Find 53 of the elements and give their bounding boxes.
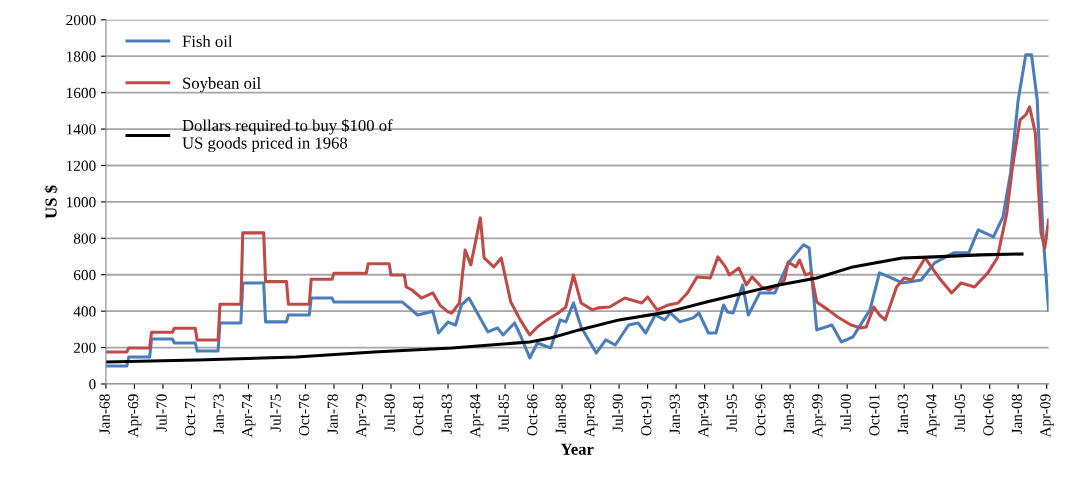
legend-label: Dollars required to buy $100 of US goods priced in 1968	[182, 118, 393, 153]
x-tick-label: Oct-86	[527, 394, 538, 436]
y-tick-label: 1600	[67, 87, 96, 99]
x-tick-label: Apr-09	[1040, 394, 1054, 438]
x-tick-label: Apr-84	[470, 393, 484, 438]
y-axis-title: US $	[44, 185, 58, 219]
x-tick-label: Oct-71	[185, 394, 196, 436]
x-tick-label: Jan-68	[99, 394, 110, 435]
x-tick-label: Jan-03	[897, 394, 908, 435]
x-tick-label: Apr-69	[128, 394, 142, 438]
legend-label: Soybean oil	[183, 77, 261, 93]
y-tick-label: 0	[89, 379, 96, 390]
y-tick-label: 1800	[67, 51, 96, 62]
x-tick-label: Apr-99	[812, 394, 826, 438]
x-tick-label: Oct-81	[413, 394, 424, 436]
x-tick-label: Jan-98	[783, 394, 794, 435]
y-tick-label: 2000	[66, 14, 96, 26]
x-tick-label: Apr-94	[698, 393, 712, 438]
x-tick-label: Jan-83	[441, 394, 452, 435]
y-tick-label: 1200	[67, 160, 96, 171]
x-tick-label: Jul-75	[270, 394, 281, 432]
x-tick-label: Jan-73	[213, 394, 224, 435]
y-tick-label: 1000	[67, 197, 96, 208]
x-tick-label: Apr-79	[356, 394, 370, 438]
line-series	[105, 252, 1024, 364]
line-series	[105, 53, 1049, 368]
x-tick-label: Oct-01	[869, 394, 880, 436]
y-tick-label: 400	[73, 306, 96, 317]
x-tick-label: Oct-96	[755, 394, 766, 436]
x-tick-label: Jan-78	[327, 394, 338, 435]
y-tick-label: 200	[73, 342, 96, 354]
x-tick-label: Jul-90	[612, 394, 623, 432]
x-tick-label: Jul-05	[954, 394, 965, 432]
x-tick-label: Jul-95	[726, 394, 737, 432]
line-series	[105, 105, 1049, 354]
y-tick-label: 1400	[67, 124, 96, 135]
x-tick-label: Apr-89	[584, 394, 598, 438]
x-tick-label: Jul-70	[156, 394, 167, 432]
x-tick-label: Jan-08	[1011, 394, 1023, 435]
x-tick-label: Oct-91	[641, 394, 652, 436]
x-tick-label: Jan-93	[669, 394, 680, 435]
x-tick-label: Apr-74	[242, 393, 256, 438]
x-tick-label: Jul-80	[384, 394, 395, 432]
x-tick-label: Jul-00	[840, 394, 851, 432]
x-tick-label: Jan-88	[555, 394, 566, 435]
x-axis-title: Year	[560, 443, 594, 455]
x-tick-label: Oct-76	[299, 394, 310, 436]
y-tick-label: 800	[73, 233, 96, 244]
x-tick-label: Jul-85	[498, 394, 509, 432]
x-tick-label: Oct-06	[983, 394, 994, 436]
legend-label: Fish oil	[182, 35, 233, 47]
y-tick-label: 600	[73, 269, 96, 281]
x-tick-label: Apr-04	[926, 393, 940, 438]
